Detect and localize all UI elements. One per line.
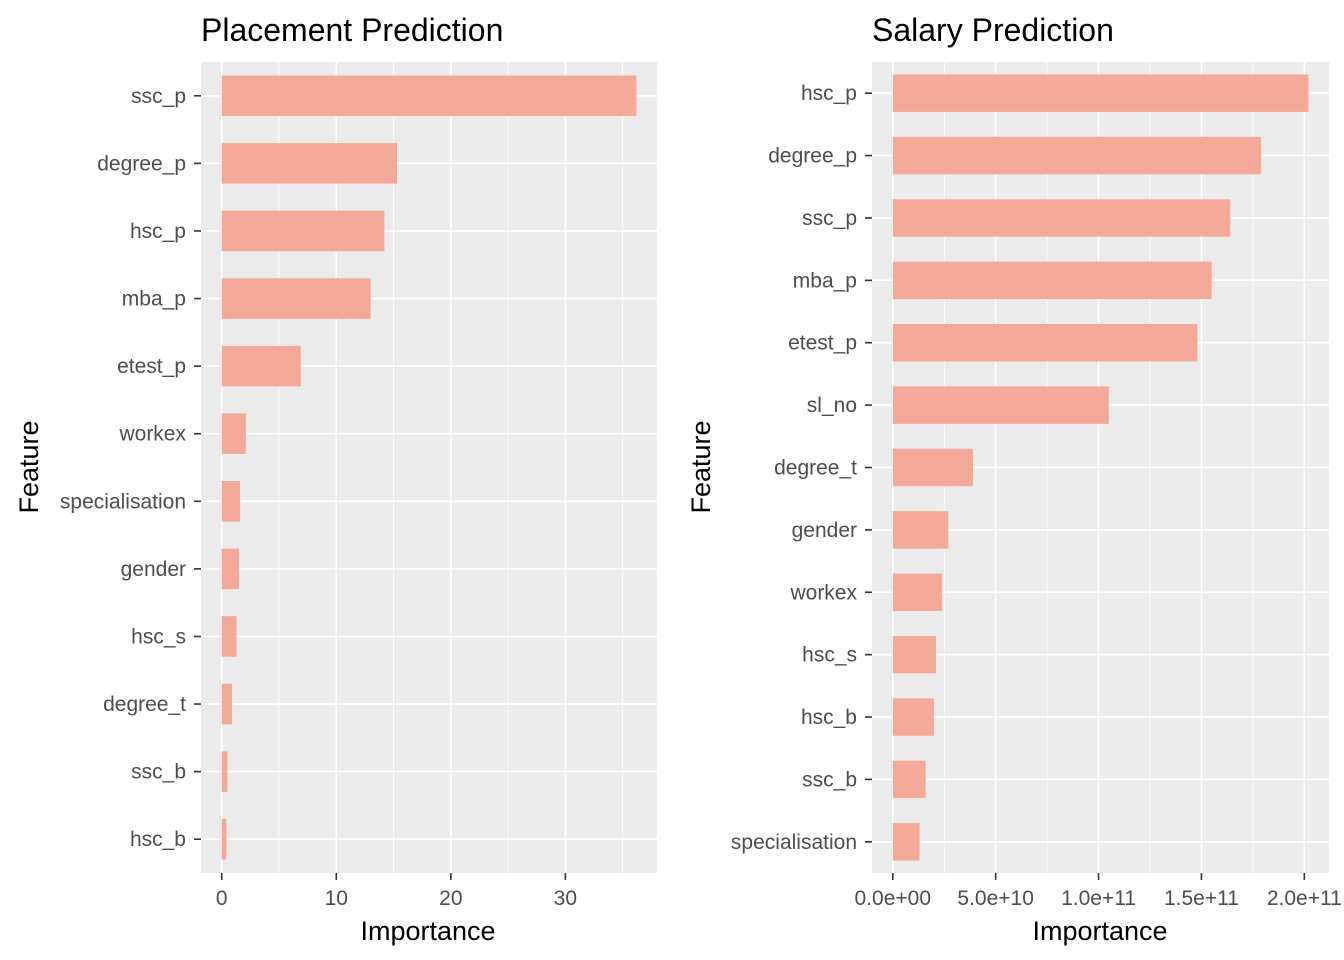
x-tick-label: 5.0e+10 <box>957 887 1034 910</box>
y-tick-label: workex <box>118 423 186 446</box>
bar-specialisation <box>221 481 241 522</box>
bar-hsc-b <box>221 818 227 860</box>
bar-hsc-b <box>892 698 934 736</box>
bar-mba-p <box>892 261 1212 300</box>
chart-title: Placement Prediction <box>201 12 503 48</box>
y-tick-label: ssc_b <box>802 768 857 791</box>
bar-sl-no <box>892 386 1109 424</box>
y-tick-label: hsc_b <box>801 706 857 729</box>
bar-gender <box>221 548 239 590</box>
y-tick-label: hsc_s <box>131 625 186 648</box>
y-tick-label: specialisation <box>60 490 186 513</box>
plot-background <box>201 62 657 873</box>
y-tick-label: etest_p <box>117 355 186 378</box>
bar-workex <box>221 413 246 454</box>
bar-degree-p <box>221 143 397 184</box>
y-tick-label: hsc_p <box>130 220 186 243</box>
bar-gender <box>892 511 949 549</box>
bar-mba-p <box>221 278 371 319</box>
y-axis-title: Feature <box>686 420 716 513</box>
placement-chart: Placement Prediction Feature Importance … <box>14 12 657 946</box>
y-tick-label: workex <box>789 581 857 604</box>
bar-ssc-p <box>221 75 637 117</box>
x-tick-label: 10 <box>325 887 348 910</box>
bar-ssc-p <box>892 199 1231 237</box>
y-tick-label: hsc_s <box>802 644 857 667</box>
bar-ssc-b <box>892 760 926 799</box>
y-tick-label: hsc_p <box>801 82 857 105</box>
y-tick-label: ssc_b <box>131 761 186 784</box>
x-axis-title: Importance <box>360 916 495 946</box>
x-tick-label: 0 <box>216 887 228 910</box>
bar-workex <box>892 573 943 611</box>
x-tick-label: 1.0e+11 <box>1061 887 1136 910</box>
y-tick-label: gender <box>792 519 857 542</box>
y-tick-label: ssc_p <box>131 85 186 108</box>
bar-hsc-p <box>221 210 385 252</box>
bar-hsc-p <box>892 74 1309 112</box>
bar-degree-p <box>892 136 1262 175</box>
x-tick-label: 2.0e+11 <box>1267 887 1342 910</box>
bar-ssc-b <box>221 751 228 792</box>
bar-degree-t <box>221 683 233 725</box>
x-tick-label: 1.5e+11 <box>1164 887 1239 910</box>
bar-hsc-s <box>221 616 237 657</box>
y-tick-label: degree_t <box>103 693 186 716</box>
y-tick-label: mba_p <box>122 288 186 311</box>
chart-title: Salary Prediction <box>872 12 1114 48</box>
y-tick-label: ssc_p <box>802 207 857 230</box>
bar-etest-p <box>221 345 301 387</box>
y-tick-label: etest_p <box>788 332 857 355</box>
y-tick-label: sl_no <box>807 394 857 417</box>
x-tick-label: 30 <box>554 887 577 910</box>
bar-hsc-s <box>892 635 936 674</box>
x-axis-title: Importance <box>1032 916 1167 946</box>
x-tick-label: 0.0e+00 <box>855 887 932 910</box>
y-tick-label: specialisation <box>731 831 857 854</box>
y-axis-title: Feature <box>14 420 44 513</box>
y-tick-label: gender <box>121 558 186 581</box>
bar-specialisation <box>892 823 920 861</box>
y-tick-label: degree_t <box>774 457 857 480</box>
bar-etest-p <box>892 324 1198 362</box>
salary-chart: Salary Prediction Feature Importance hsc… <box>686 12 1342 946</box>
bar-degree-t <box>892 448 974 487</box>
y-tick-label: mba_p <box>793 269 857 292</box>
y-tick-label: hsc_b <box>130 828 186 851</box>
y-tick-label: degree_p <box>768 145 857 168</box>
x-tick-label: 20 <box>439 887 462 910</box>
y-tick-label: degree_p <box>97 152 186 175</box>
